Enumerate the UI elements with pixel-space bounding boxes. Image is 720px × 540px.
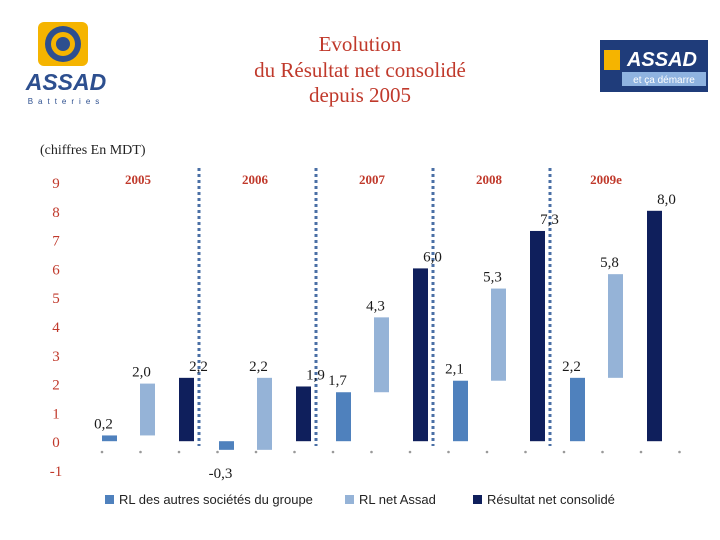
bar-2: [374, 317, 389, 393]
y-tick-label: 2: [52, 378, 60, 394]
x-tick-dot: [447, 450, 450, 454]
y-tick-label: 3: [52, 349, 60, 365]
legend-label-1: RL des autres sociétés du groupe: [119, 492, 313, 507]
bar-3: [296, 386, 311, 442]
x-tick-dot: [331, 450, 335, 454]
data-label: 7,3: [540, 212, 559, 228]
x-tick-dot: [293, 450, 296, 454]
y-tick-label: 0: [52, 435, 60, 451]
data-label: 1,7: [328, 373, 347, 389]
assad-batteries-logo: ASSAD Batteries: [10, 22, 122, 106]
category-label: 2006: [242, 172, 269, 187]
y-tick-label: 6: [52, 262, 60, 278]
data-label: 2,2: [189, 359, 208, 375]
category-label: 2005: [125, 172, 152, 187]
svg-text:et ça démarre: et ça démarre: [633, 75, 695, 86]
data-label: 6,0: [423, 249, 442, 265]
legend-item-3: Résultat net consolidé: [473, 492, 615, 507]
legend-label-2: RL net Assad: [359, 492, 436, 507]
y-tick-label: -1: [50, 464, 63, 480]
assad-slogan-logo: ASSAD et ça démarre: [600, 40, 708, 92]
y-tick-label: 4: [52, 320, 60, 336]
title-line-2: du Résultat net consolidé: [254, 57, 466, 82]
units-label: (chiffres En MDT): [40, 143, 146, 158]
bar-1: [453, 380, 468, 442]
svg-text:ASSAD: ASSAD: [25, 69, 107, 95]
svg-text:ASSAD: ASSAD: [626, 49, 697, 71]
x-tick-dot: [100, 450, 104, 454]
bar-2: [491, 288, 506, 381]
data-label: 0,2: [94, 416, 113, 432]
legend: RL des autres sociétés du groupe RL net …: [105, 492, 665, 512]
bar-1: [336, 392, 351, 442]
x-tick-dot: [562, 450, 566, 454]
x-tick-dot: [139, 450, 142, 454]
data-label: -0,3: [209, 466, 233, 482]
title-line-3: depuis 2005: [308, 83, 412, 108]
bar-2: [608, 274, 623, 378]
x-tick-dot: [408, 450, 412, 454]
bar-2: [140, 383, 155, 436]
svg-text:Batteries: Batteries: [28, 97, 105, 106]
data-label: 2,1: [445, 362, 464, 378]
x-tick-dot: [254, 450, 258, 454]
data-label: 2,2: [249, 359, 268, 375]
y-tick-label: 8: [52, 205, 60, 221]
x-tick-dot: [678, 450, 681, 454]
category-label: 2009e: [590, 172, 622, 187]
legend-swatch-3: [473, 495, 482, 504]
title-line-1: Evolution: [318, 32, 402, 56]
bar-3: [179, 377, 194, 442]
bar-1: [570, 377, 585, 442]
data-label: 4,3: [366, 298, 385, 314]
y-tick-label: 5: [52, 291, 60, 307]
y-tick-label: 1: [52, 406, 60, 422]
x-tick-dot: [639, 450, 643, 454]
x-tick-dot: [524, 450, 527, 454]
legend-item-1: RL des autres sociétés du groupe: [105, 492, 313, 507]
data-label: 2,0: [132, 365, 151, 381]
bar-1: [102, 435, 117, 442]
bar-2: [257, 377, 272, 450]
x-tick-dot: [177, 450, 181, 454]
data-label: 5,3: [483, 270, 502, 286]
bar-3: [647, 210, 662, 442]
x-tick-dot: [485, 450, 489, 454]
data-label: 8,0: [657, 192, 676, 208]
y-tick-label: 9: [52, 176, 60, 192]
bar-3: [413, 268, 428, 442]
legend-swatch-1: [105, 495, 114, 504]
bar-3: [530, 230, 545, 442]
x-tick-dot: [216, 450, 219, 454]
category-label: 2007: [359, 172, 386, 187]
bar-1: [219, 441, 234, 450]
data-label: 5,8: [600, 255, 619, 271]
category-label: 2008: [476, 172, 503, 187]
x-tick-dot: [601, 450, 604, 454]
chart-title: Evolution du Résultat net consolidé depu…: [160, 32, 560, 109]
x-tick-dot: [370, 450, 373, 454]
data-label: 2,2: [562, 359, 581, 375]
legend-swatch-2: [345, 495, 354, 504]
y-tick-label: 7: [52, 234, 60, 250]
legend-item-2: RL net Assad: [345, 492, 436, 507]
legend-label-3: Résultat net consolidé: [487, 492, 615, 507]
data-label: 1,9: [306, 367, 325, 383]
